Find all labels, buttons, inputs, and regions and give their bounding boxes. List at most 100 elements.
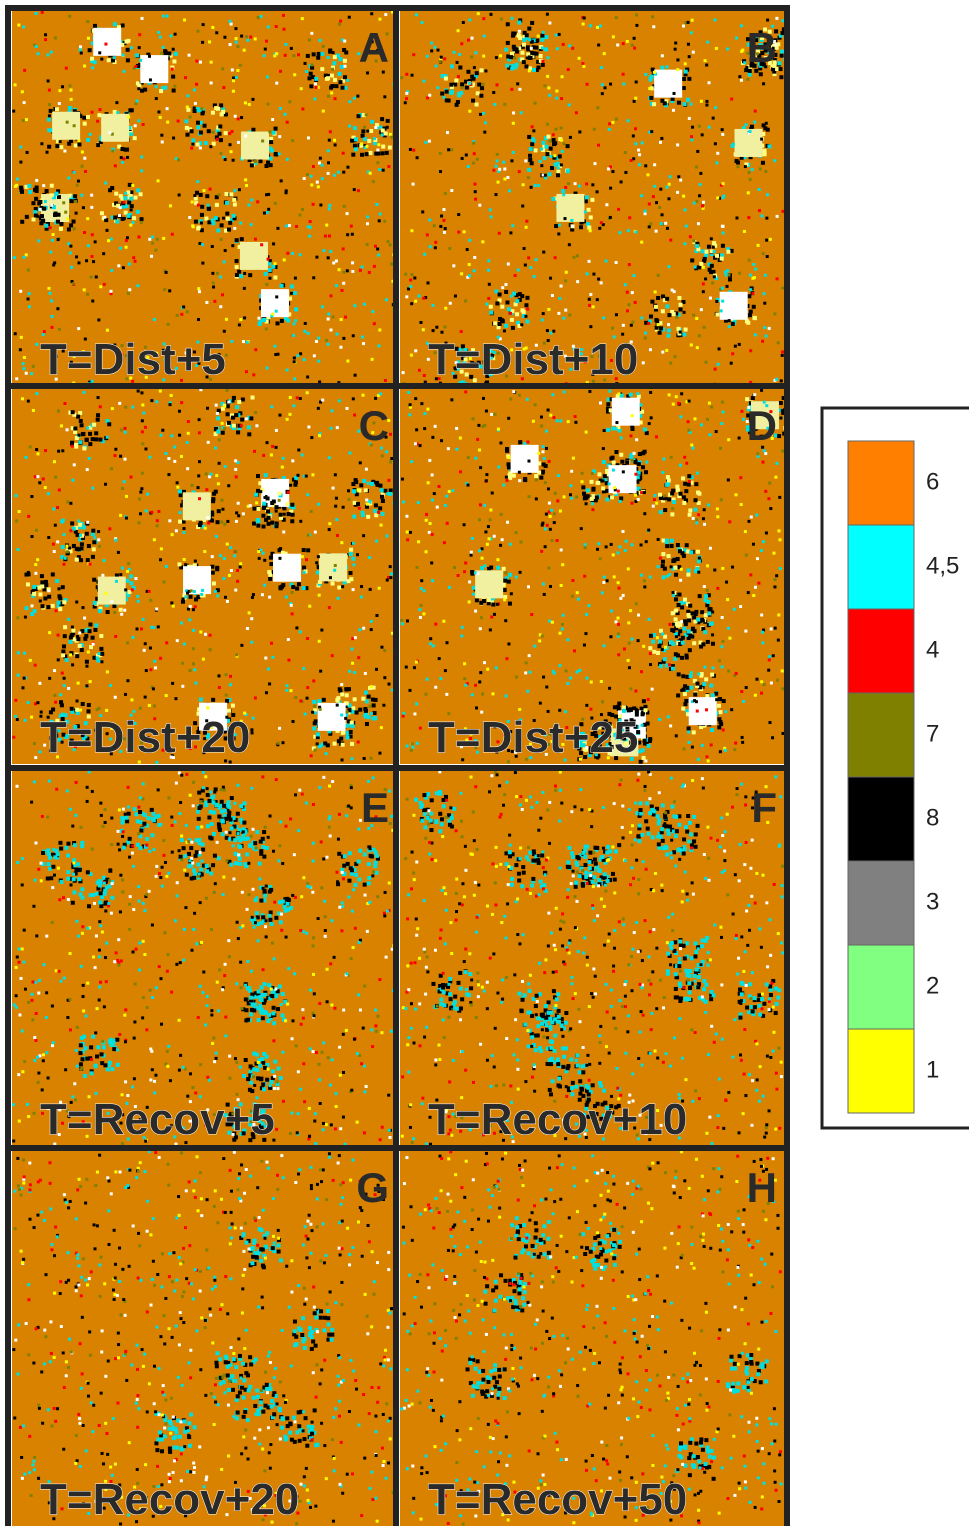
cell (272, 242, 275, 245)
cell (387, 479, 390, 482)
cell (61, 672, 64, 675)
cell (379, 213, 382, 216)
cell (564, 309, 567, 312)
cell (47, 118, 51, 122)
cell (599, 25, 602, 28)
cell (205, 472, 208, 475)
cell (467, 456, 470, 459)
cell (194, 682, 197, 685)
cell (697, 222, 700, 225)
cell (221, 293, 224, 296)
cell (667, 265, 670, 268)
cell (193, 590, 196, 593)
cell (381, 499, 385, 503)
cell (532, 68, 536, 72)
cell (727, 274, 730, 277)
cell (331, 68, 334, 71)
cell (309, 72, 313, 76)
cell (479, 113, 482, 116)
cell (670, 512, 674, 516)
cell (444, 504, 447, 507)
cell (390, 457, 393, 460)
cell (190, 147, 193, 150)
cell (329, 86, 333, 90)
cell (732, 143, 735, 146)
cell (546, 123, 549, 126)
cell (634, 473, 637, 476)
cell (177, 120, 180, 123)
cell (44, 33, 47, 36)
cell (687, 474, 691, 478)
cell (690, 611, 694, 615)
cell (687, 568, 691, 572)
cell (549, 277, 552, 280)
cell (753, 121, 756, 124)
cell (507, 580, 511, 584)
cell (721, 133, 724, 136)
cell (29, 659, 32, 662)
cell (473, 152, 476, 155)
cell (232, 214, 236, 218)
cell (307, 76, 311, 80)
cell (743, 230, 746, 233)
cell (139, 59, 142, 62)
cell (644, 332, 647, 335)
cell (680, 656, 684, 660)
cell (562, 193, 565, 196)
cell (524, 303, 528, 307)
cell (226, 412, 230, 416)
cell (321, 177, 324, 180)
cell (265, 327, 268, 330)
cell (667, 323, 670, 326)
cell (122, 53, 125, 56)
cell (588, 304, 591, 307)
cell (457, 213, 460, 216)
cell (503, 167, 506, 170)
cell (337, 171, 340, 174)
cell (507, 642, 510, 645)
cell (352, 515, 356, 519)
cell (46, 54, 49, 57)
cell (68, 106, 72, 110)
cell (701, 642, 705, 646)
cell (757, 455, 760, 458)
cell (668, 183, 671, 186)
cell (100, 211, 104, 215)
cell (198, 290, 201, 293)
cell (583, 644, 586, 647)
cell (342, 152, 345, 155)
cell (143, 649, 146, 652)
cell (552, 330, 555, 333)
cell (77, 180, 80, 183)
cell (77, 327, 80, 330)
cell (700, 423, 703, 426)
cell (118, 402, 121, 405)
cell (683, 692, 687, 696)
cell (273, 54, 276, 57)
cell (171, 682, 174, 685)
cell (71, 663, 74, 666)
cell (620, 180, 623, 183)
cell (728, 277, 732, 281)
cell (243, 287, 246, 290)
cell (76, 184, 79, 187)
cell (110, 467, 113, 470)
cell (541, 318, 544, 321)
cell (699, 172, 702, 175)
cell (234, 413, 238, 417)
cell (237, 117, 240, 120)
cell (582, 65, 585, 68)
cell (773, 578, 776, 581)
cell (235, 405, 239, 409)
cell (148, 55, 151, 58)
cell (23, 356, 26, 359)
cell (437, 485, 440, 488)
cell (75, 547, 79, 551)
cell (615, 16, 618, 19)
cell (549, 585, 552, 588)
cell (749, 573, 752, 576)
cell (718, 347, 721, 350)
patch (556, 194, 584, 222)
cell (589, 480, 593, 484)
cell (139, 512, 142, 515)
